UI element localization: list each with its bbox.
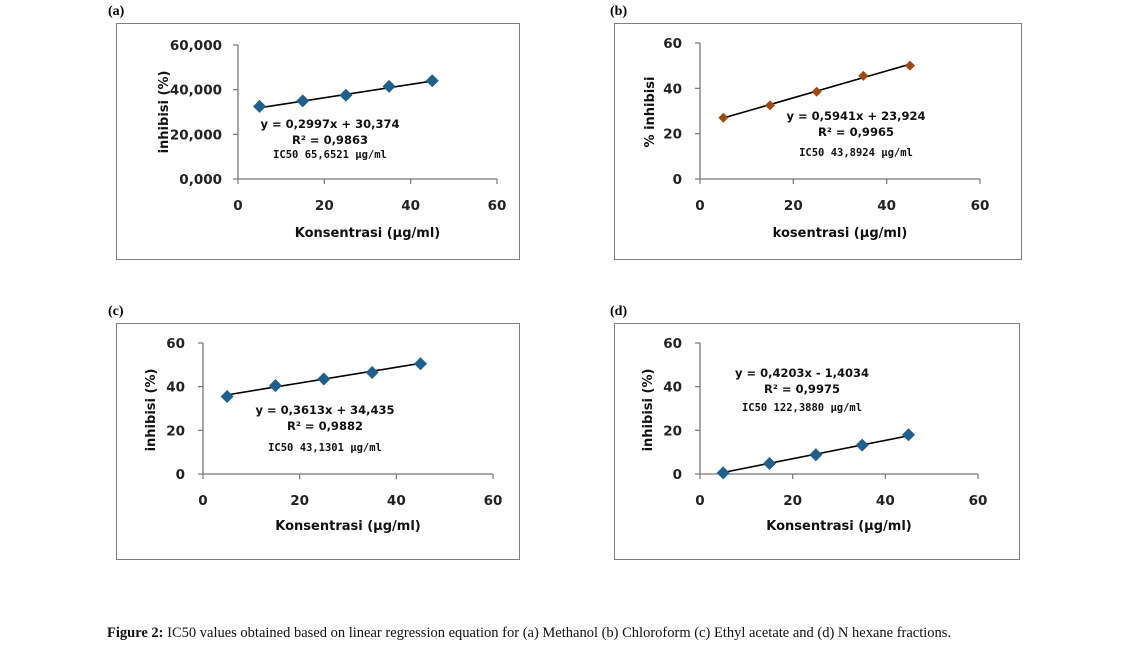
data-point-b (718, 112, 729, 123)
x-tick-label-c: 20 (290, 493, 309, 509)
panel-label-d: (d) (610, 304, 628, 319)
x-tick-label-a: 20 (315, 198, 334, 214)
y-tick-label-d: 40 (663, 380, 682, 396)
chart-c: 0 20 40 60 0 20 40 60 y = 0,3613x + 34,435 R² = 0… (144, 336, 502, 534)
y-tick-label-b: 0 (673, 172, 682, 188)
x-tick-label-d: 0 (695, 493, 704, 509)
y-tick-label-d: 0 (673, 467, 682, 483)
equation-label-c: y = 0,3613x + 34,435 (256, 403, 395, 417)
caption-label: Figure 2: (107, 625, 164, 641)
data-point-c (269, 379, 282, 393)
y-tick-label-d: 20 (663, 423, 682, 439)
data-point-a (382, 79, 396, 93)
y-tick-label-b: 60 (663, 36, 682, 52)
chart-frame-d (614, 323, 1020, 560)
x-axis-title-d: Konsentrasi (µg/ml) (766, 519, 911, 534)
caption-text: IC50 values obtained based on linear reg… (163, 625, 952, 641)
y-tick-label-c: 40 (166, 380, 185, 396)
y-tick-label-c: 60 (166, 336, 185, 352)
y-tick-label-a: 60,000 (170, 38, 222, 54)
y-tick-label-b: 20 (663, 127, 682, 143)
r-squared-label-b: R² = 0,9965 (818, 125, 894, 139)
chart-frame-b (614, 23, 1022, 260)
ic50-label-d: IC50 122,3880 µg/ml (742, 402, 862, 414)
data-point-a (425, 74, 439, 88)
x-tick-label-a: 0 (233, 198, 242, 214)
data-point-d (809, 448, 823, 462)
data-point-b (905, 60, 915, 71)
data-point-c (414, 357, 427, 371)
chart-frame-a (116, 23, 520, 260)
r-squared-label-a: R² = 0,9863 (292, 133, 368, 147)
x-tick-label-b: 60 (971, 198, 990, 214)
x-axis-title-b: kosentrasi (µg/ml) (773, 226, 908, 241)
data-point-d (763, 457, 776, 471)
y-tick-label-b: 40 (663, 81, 682, 97)
y-tick-label-d: 60 (663, 336, 682, 352)
data-point-d (716, 466, 730, 480)
data-point-b (858, 70, 869, 81)
data-point-b (811, 86, 822, 97)
y-axis-title-b: % inhibisi (643, 77, 658, 148)
chart-a: 0 20 40 60 0,000 20,000 40,000 60,000 y = 0,2997… (157, 38, 506, 241)
data-point-c (220, 389, 234, 403)
ic50-label-a: IC50 65,6521 µg/ml (273, 149, 387, 161)
x-tick-label-d: 20 (783, 493, 802, 509)
ic50-label-c: IC50 43,1301 µg/ml (268, 442, 382, 454)
y-tick-label-c: 20 (166, 423, 185, 439)
x-tick-label-d: 40 (876, 493, 895, 509)
x-tick-label-d: 60 (969, 493, 988, 509)
data-point-d (902, 428, 915, 442)
y-tick-label-a: 0,000 (179, 172, 222, 188)
x-tick-label-c: 60 (484, 493, 503, 509)
panel-label-c: (c) (108, 304, 124, 319)
r-squared-label-c: R² = 0,9882 (287, 419, 363, 433)
panel-label-a: (a) (108, 4, 125, 19)
data-point-a (253, 99, 267, 113)
y-axis-title-c: inhibisi (%) (144, 369, 159, 452)
data-point-a (296, 94, 310, 108)
x-tick-label-a: 40 (401, 198, 420, 214)
chart-frame-c (116, 323, 520, 560)
y-axis-title-d: inhibisi (%) (641, 369, 656, 452)
x-axis-title-c: Konsentrasi (µg/ml) (275, 519, 420, 534)
x-tick-label-b: 40 (877, 198, 896, 214)
data-point-b (765, 100, 775, 111)
data-point-c (317, 372, 331, 386)
chart-d: 0 20 40 60 0 20 40 60 y = 0,4203x - 1,4034 R² = 0… (641, 336, 987, 534)
x-tick-label-b: 20 (784, 198, 803, 214)
panel-label-b: (b) (610, 4, 628, 19)
chart-b: 0 20 40 60 0 20 40 60 y = 0,5941x + 23,924 R² = 0… (643, 36, 989, 241)
x-axis-title-a: Konsentrasi (µg/ml) (295, 226, 440, 241)
y-tick-label-c: 0 (176, 467, 185, 483)
equation-label-b: y = 0,5941x + 23,924 (787, 109, 926, 123)
r-squared-label-d: R² = 0,9975 (764, 382, 840, 396)
x-tick-label-b: 0 (695, 198, 704, 214)
y-axis-title-a: inhibisi (%) (157, 71, 172, 154)
equation-label-a: y = 0,2997x + 30,374 (261, 117, 400, 131)
data-point-c (365, 365, 379, 379)
x-tick-label-c: 0 (198, 493, 207, 509)
figure-caption: Figure 2: IC50 values obtained based on … (107, 623, 1119, 643)
data-point-a (339, 88, 353, 102)
data-point-d (855, 438, 869, 452)
x-tick-label-c: 40 (387, 493, 406, 509)
equation-label-d: y = 0,4203x - 1,4034 (735, 366, 869, 380)
y-tick-label-a: 20,000 (170, 127, 222, 143)
y-tick-label-a: 40,000 (170, 83, 222, 99)
x-tick-label-a: 60 (488, 198, 507, 214)
ic50-label-b: IC50 43,8924 µg/ml (799, 147, 913, 159)
